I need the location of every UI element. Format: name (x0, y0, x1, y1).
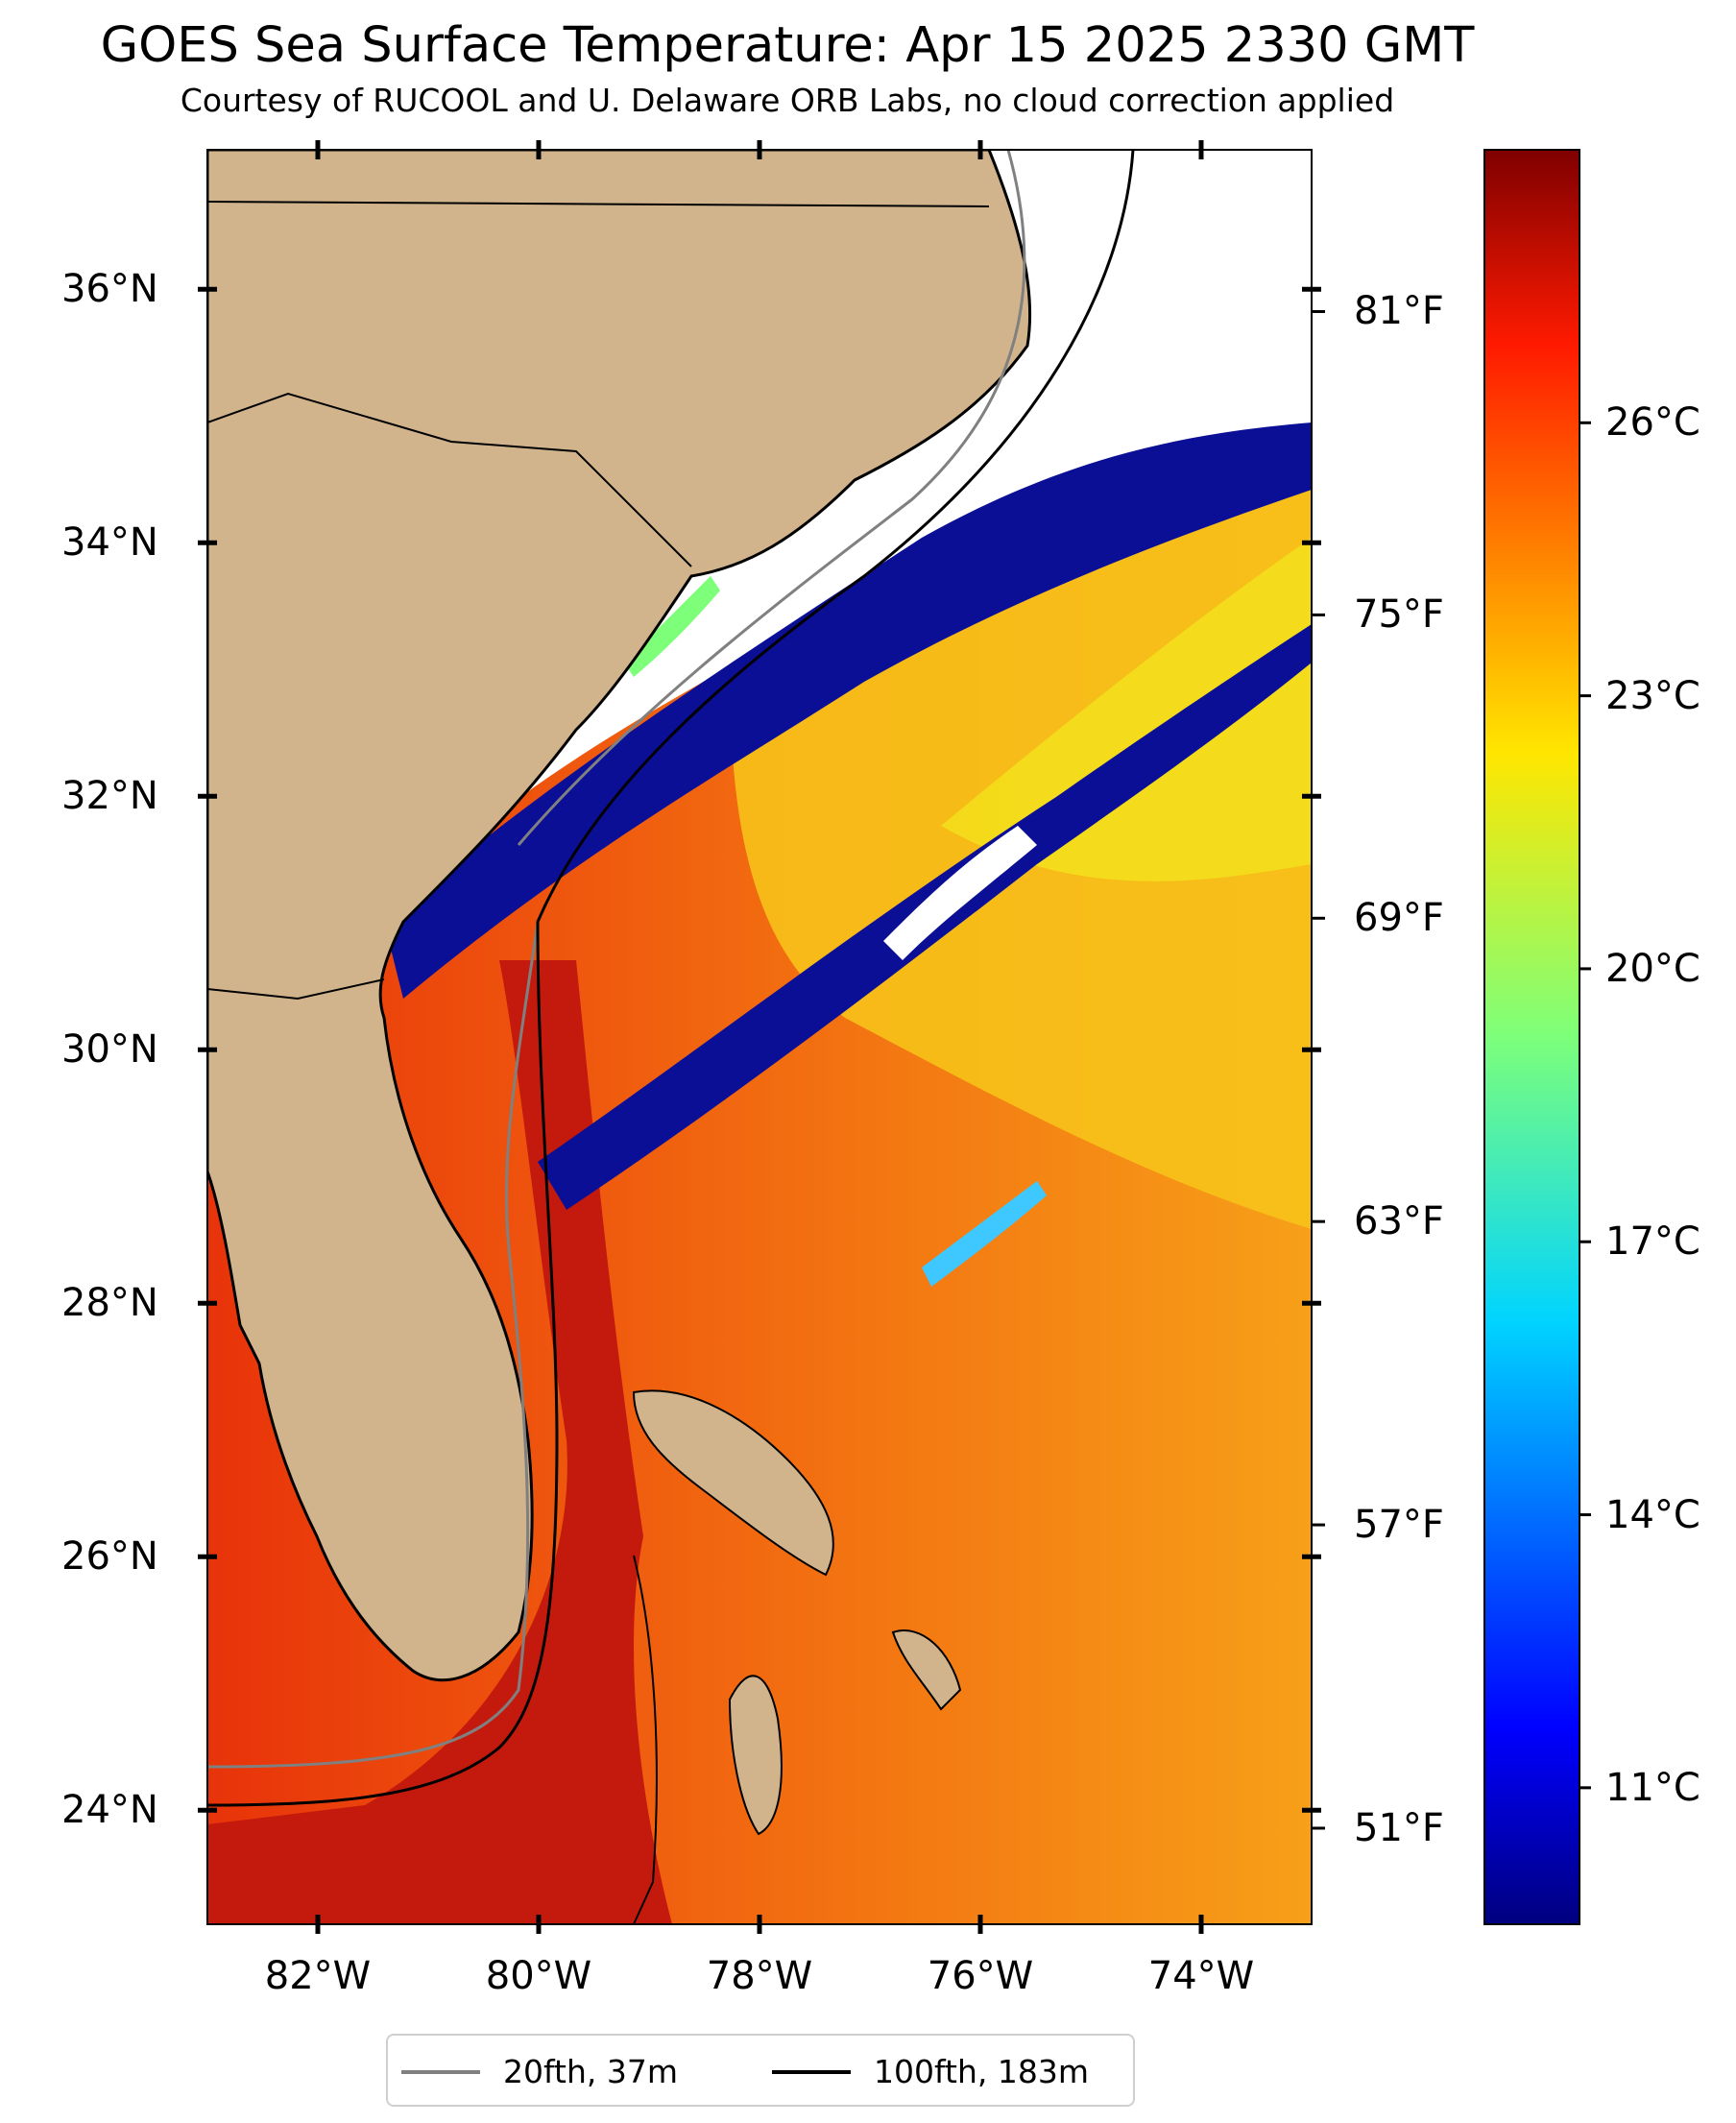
land-eleuthera (891, 1629, 962, 1711)
border-nc-sc (207, 392, 692, 567)
isobath-20fth-north (517, 150, 1026, 846)
map-area (207, 150, 1312, 1924)
fahrenheit-ticks (1312, 309, 1325, 1830)
yellow-region (941, 538, 1312, 881)
lon-tick-label: 80°W (485, 1954, 592, 1998)
gulf-stream-core (207, 960, 672, 1924)
lat-tick-label: 32°N (61, 774, 158, 819)
isobath-100fth (207, 150, 1135, 1807)
lat-tick-label: 26°N (61, 1534, 158, 1580)
longitude-ticks (315, 140, 1204, 1934)
fahrenheit-tick-label: 57°F (1354, 1503, 1444, 1548)
celsius-tick-label: 17°C (1605, 1219, 1700, 1265)
isobath-legend: 20fth, 37m 100fth, 183m (386, 2034, 1135, 2107)
celsius-tick-label: 26°C (1605, 400, 1700, 446)
border-ga-fl (207, 978, 385, 1001)
isobath-100fth-bahamas (633, 1555, 658, 1924)
legend-item-20fth: 20fth, 37m (401, 2053, 678, 2090)
map-title: GOES Sea Surface Temperature: Apr 15 202… (100, 17, 1475, 74)
fahrenheit-tick-label: 75°F (1354, 592, 1444, 638)
legend-swatch-100fth (772, 2069, 851, 2074)
celsius-tick-label: 14°C (1605, 1492, 1700, 1537)
celsius-tick-label: 20°C (1605, 946, 1700, 991)
map-subtitle: Courtesy of RUCOOL and U. Delaware ORB L… (180, 82, 1395, 119)
lat-tick-label: 24°N (61, 1788, 158, 1833)
fahrenheit-tick-label: 63°F (1354, 1199, 1444, 1244)
land-grand-bahama (632, 1389, 834, 1577)
legend-label-20fth: 20fth, 37m (503, 2053, 678, 2090)
lon-tick-label: 82°W (264, 1954, 372, 1998)
green-nearshore-patch (624, 576, 720, 677)
land-andros (728, 1675, 783, 1836)
fahrenheit-tick-label: 51°F (1354, 1805, 1444, 1850)
lon-tick-label: 76°W (927, 1954, 1034, 1998)
land-southeast-us (207, 150, 1032, 1682)
lon-tick-label: 78°W (706, 1954, 813, 1998)
fahrenheit-tick-label: 69°F (1354, 896, 1444, 941)
lon-tick-label: 74°W (1147, 1954, 1255, 1998)
cloud-patch (883, 826, 1037, 960)
lat-tick-label: 36°N (61, 267, 158, 312)
lat-tick-label: 28°N (61, 1281, 158, 1326)
fahrenheit-tick-label: 81°F (1354, 289, 1444, 334)
colorbar (1483, 149, 1580, 1925)
celsius-tick-label: 23°C (1605, 673, 1700, 718)
cool-filament (922, 1181, 1047, 1287)
celsius-tick-label: 11°C (1605, 1765, 1700, 1810)
legend-item-100fth: 100fth, 183m (772, 2053, 1089, 2090)
legend-swatch-20fth (401, 2069, 480, 2074)
lat-tick-label: 34°N (61, 520, 158, 566)
latitude-ticks (198, 286, 1321, 1813)
celsius-ticks (1579, 421, 1591, 1790)
lat-tick-label: 30°N (61, 1027, 158, 1073)
legend-label-100fth: 100fth, 183m (874, 2053, 1089, 2090)
cold-band-north (384, 422, 1312, 999)
border-va-nc (207, 201, 990, 207)
cloud-masked-shelf (384, 150, 1312, 893)
isobath-20fth (207, 921, 540, 1769)
